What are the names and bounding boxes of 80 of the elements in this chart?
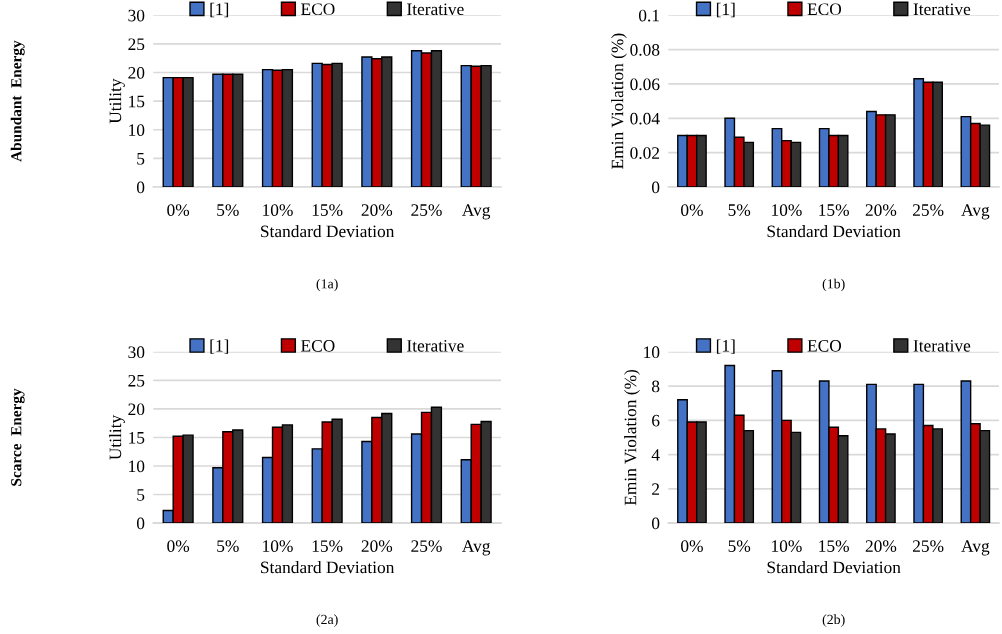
x-tick-label: 10% [772,204,802,216]
x-tick-label: 20% [865,540,897,552]
x-tick-label: 15% [312,204,343,216]
x-tick-label: 25% [912,540,944,552]
y-tick-label: 0.06 [630,78,660,91]
legend-label: ECO [807,340,842,352]
y-tick-label: 20 [128,403,145,416]
y-axis-title: Emin Violation (%) [611,33,627,169]
x-tick-label: 20% [865,204,897,216]
x-axis-title: Standard Deviation [261,225,395,238]
x-tick-label: 20% [361,204,393,216]
x-tick-label: 25% [912,204,944,216]
y-tick-label: 30 [128,346,145,359]
x-tick-label: 10% [263,204,293,216]
x-tick-label: 5% [217,204,239,216]
y-tick-label: 5 [137,153,145,165]
x-tick-label: 0% [167,540,190,552]
legend-label: Iterative [913,3,971,16]
x-tick-label: 0% [681,204,703,216]
x-tick-label: 0% [681,540,703,552]
text: Scarce Energy [11,388,25,486]
y-axis-title: Utility [109,414,125,460]
y-tick-label: 10 [129,460,145,473]
x-tick-label: 15% [312,540,343,552]
legend-label: [1] [716,2,735,18]
x-tick-label: 15% [819,204,849,216]
legend-label: [1] [716,339,735,354]
y-tick-label: 10 [644,346,660,359]
legend-label: Iterative [913,340,971,352]
x-tick-label: 25% [411,540,442,552]
x-tick-label: 10% [263,540,293,552]
y-axis-title: Utility [109,78,125,124]
y-tick-label: 20 [128,66,145,79]
x-tick-label: 10% [772,540,802,552]
x-tick-label: 15% [819,540,849,552]
y-tick-label: 8 [651,380,660,393]
y-tick-label: 0 [136,517,145,530]
legend-label: ECO [301,3,335,16]
text: (1a) [316,278,338,292]
x-tick-label: 5% [728,204,751,216]
x-tick-label: 5% [728,540,751,552]
x-tick-label: 25% [411,204,442,216]
y-tick-label: 0 [651,181,660,194]
text: Abundant Energy [10,40,25,162]
x-axis-title: Standard Deviation [767,561,901,574]
y-tick-label: 0.02 [630,147,660,159]
text: (2b) [822,614,845,627]
y-tick-label: 6 [652,414,660,427]
legend-label: ECO [301,340,335,352]
y-axis-title: Emin Violation (%) [624,369,640,506]
x-tick-label: Avg [462,204,491,220]
y-tick-label: 0 [136,181,145,194]
y-tick-label: 15 [129,95,145,108]
x-tick-label: 0% [167,204,190,216]
y-tick-label: 5 [137,489,145,501]
y-tick-label: 0.08 [630,44,660,56]
x-axis-title: Standard Deviation [767,225,901,238]
x-tick-label: Avg [462,540,491,556]
y-tick-label: 0 [651,517,660,530]
legend-label: [1] [210,2,229,18]
legend-label: Iterative [407,3,464,16]
y-tick-label: 0.04 [630,112,660,125]
y-tick-label: 25 [128,374,145,387]
y-tick-label: 15 [129,432,145,444]
legend-label: ECO [807,3,842,16]
x-tick-label: Avg [961,540,990,556]
legend-label: [1] [210,339,229,354]
x-tick-label: Avg [961,204,990,220]
text: (1b) [822,278,845,292]
y-tick-label: 30 [128,9,145,22]
y-tick-label: 10 [129,124,145,136]
y-tick-label: 25 [128,38,145,51]
text: (2a) [316,614,338,627]
x-axis-title: Standard Deviation [261,561,395,574]
y-tick-label: 0.1 [638,9,659,22]
y-tick-label: 2 [652,483,660,495]
y-tick-label: 4 [651,449,660,461]
x-tick-label: 5% [217,540,239,552]
legend-label: Iterative [407,340,464,352]
x-tick-label: 20% [361,540,393,552]
